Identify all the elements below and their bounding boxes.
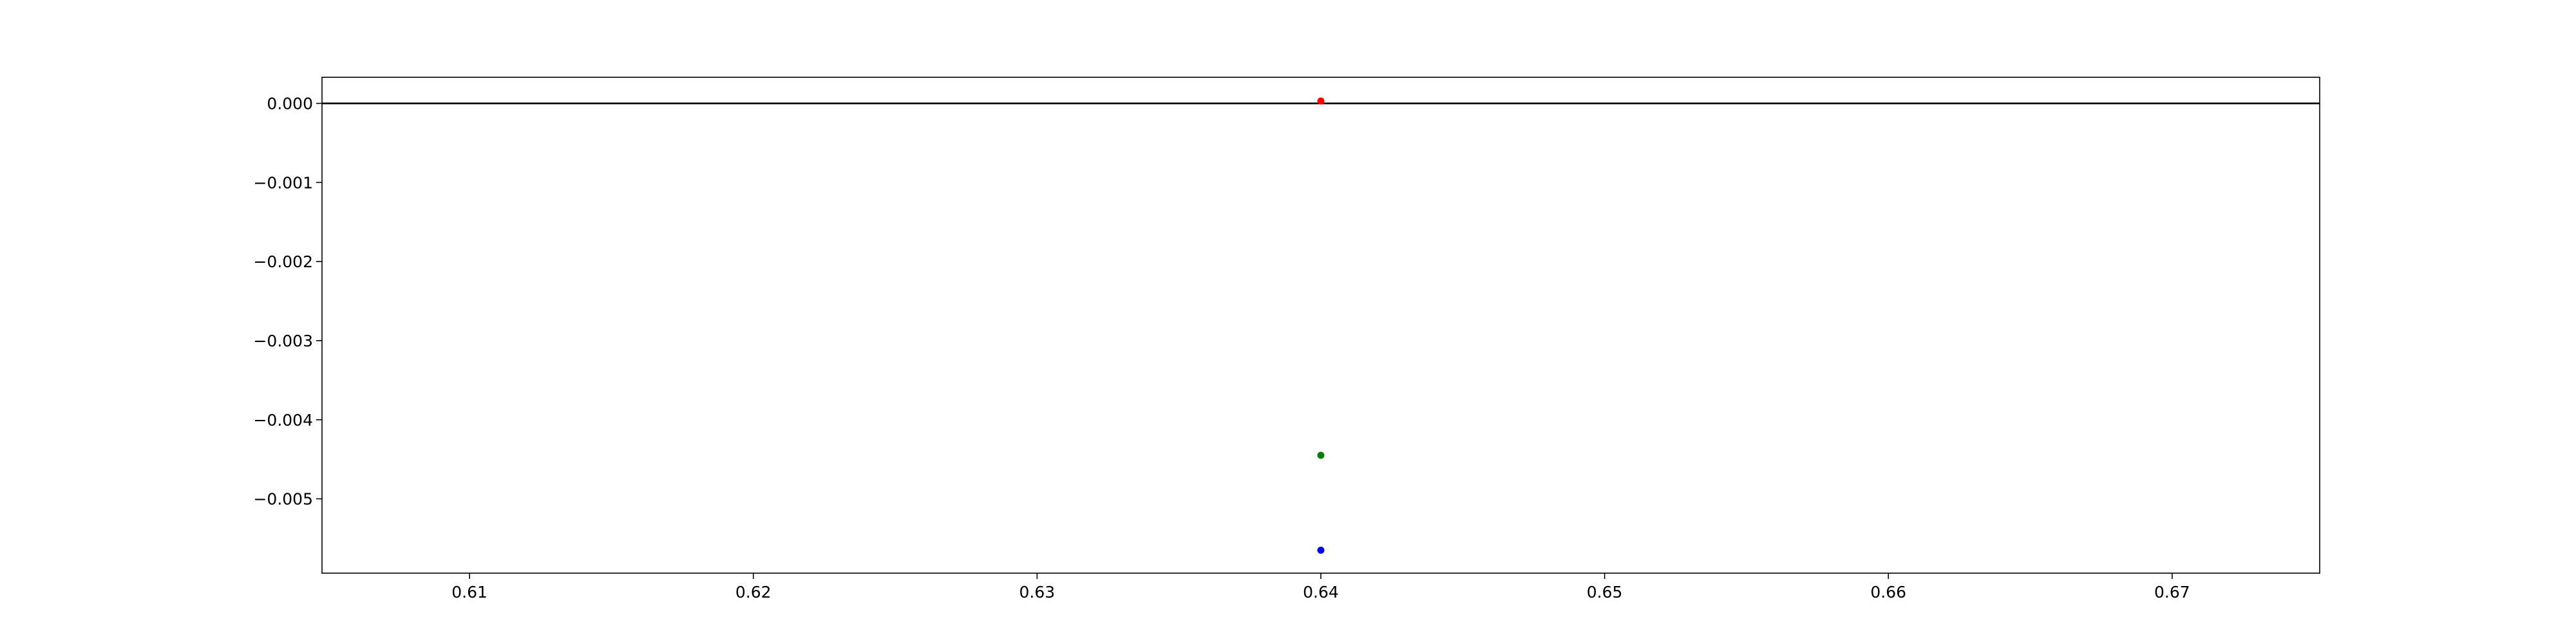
y-axis: 0.000 −0.001 −0.002 −0.003 −0.004 −0.005 — [253, 95, 322, 509]
y-tick-label: −0.002 — [253, 252, 313, 271]
x-tick-label: 0.63 — [1019, 583, 1056, 601]
y-tick-label: −0.003 — [253, 332, 313, 350]
x-axis: 0.61 0.62 0.63 0.64 0.65 0.66 0.67 — [451, 573, 2190, 601]
x-tick-label: 0.64 — [1303, 583, 1339, 601]
scatter-point — [1317, 97, 1325, 105]
scatter-point — [1317, 451, 1325, 459]
x-tick-label: 0.66 — [1870, 583, 1906, 601]
y-tick-label: 0.000 — [267, 95, 313, 113]
x-tick-label: 0.67 — [2154, 583, 2190, 601]
y-tick-label: −0.004 — [253, 411, 313, 430]
x-tick-label: 0.61 — [451, 583, 488, 601]
data-points — [1317, 97, 1325, 554]
scatter-point — [1317, 546, 1325, 554]
x-tick-label: 0.62 — [735, 583, 772, 601]
y-tick-label: −0.005 — [253, 490, 313, 509]
x-tick-label: 0.65 — [1587, 583, 1623, 601]
y-tick-label: −0.001 — [253, 173, 313, 192]
